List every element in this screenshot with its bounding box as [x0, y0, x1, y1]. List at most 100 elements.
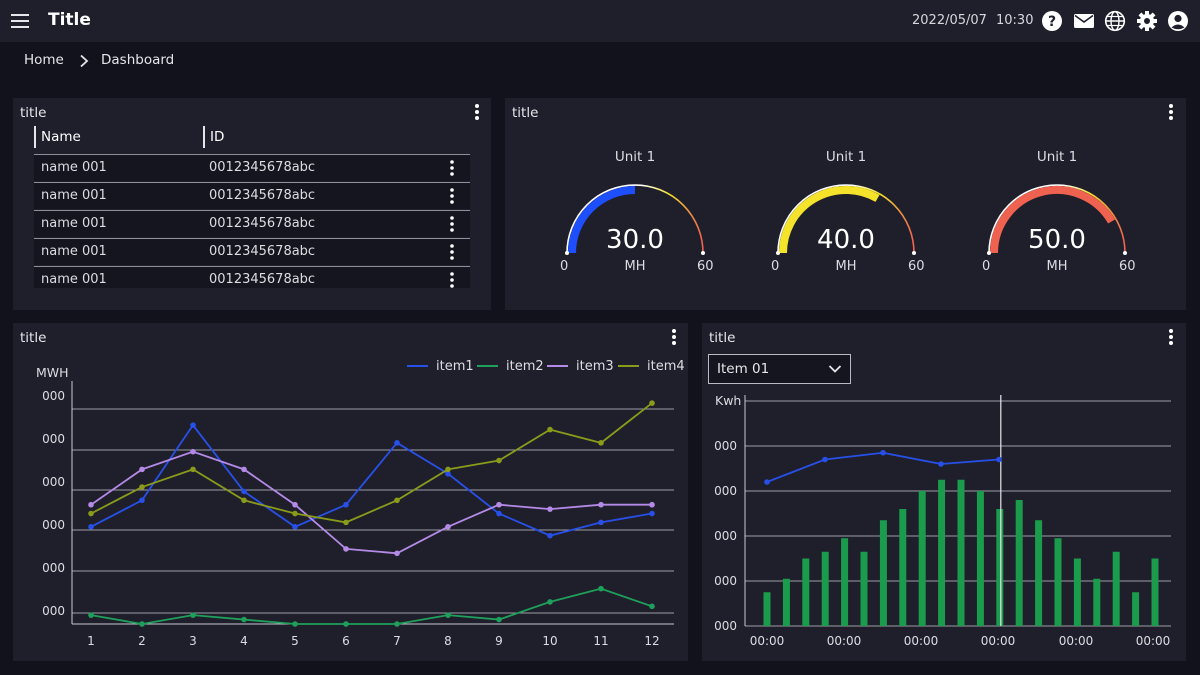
data-point — [190, 448, 196, 455]
data-point — [598, 585, 604, 592]
data-point — [598, 501, 604, 508]
table-row[interactable]: name 001 0012345678abc — [34, 238, 470, 265]
data-point — [139, 497, 145, 504]
more-vert-icon[interactable] — [1166, 102, 1176, 122]
data-point — [139, 484, 145, 490]
data-point — [241, 466, 247, 473]
menu-icon[interactable] — [10, 11, 30, 31]
bar — [957, 479, 965, 626]
gauge-track — [988, 184, 1126, 254]
data-point — [880, 449, 886, 456]
data-point — [394, 621, 400, 627]
row-more-icon[interactable] — [448, 215, 456, 233]
gauge-dial — [565, 184, 705, 255]
chevron-down-icon — [828, 365, 842, 373]
y-tick-label: 000 — [42, 389, 65, 403]
gauge-value-arc — [568, 186, 636, 254]
x-tick-label: 10 — [542, 634, 557, 648]
column-header-id[interactable]: ID — [210, 129, 225, 145]
data-point — [445, 466, 451, 473]
column-header-name[interactable]: Name — [41, 129, 81, 145]
panel-title: title — [20, 105, 47, 121]
x-tick-label: 00:00 — [904, 634, 939, 648]
data-point — [547, 532, 553, 539]
cell-name: name 001 — [41, 188, 107, 203]
gauge-track — [566, 184, 704, 254]
mail-icon[interactable] — [1073, 10, 1095, 32]
bar — [1132, 592, 1140, 626]
bar — [763, 592, 771, 626]
x-tick-label: 00:00 — [750, 634, 785, 648]
gauge-value-arc — [779, 186, 880, 254]
gauge-max-dot — [1123, 251, 1127, 255]
help-icon[interactable]: ? — [1041, 10, 1063, 32]
bar — [938, 479, 946, 626]
table-row[interactable]: name 001 0012345678abc — [34, 210, 470, 237]
bar — [821, 551, 829, 626]
bar — [841, 538, 849, 626]
row-more-icon[interactable] — [448, 243, 456, 261]
more-vert-icon[interactable] — [1166, 327, 1176, 347]
more-vert-icon[interactable] — [472, 102, 482, 122]
bar — [860, 551, 868, 626]
data-point — [88, 501, 94, 508]
series-line-item3 — [90, 450, 652, 555]
data-point — [496, 510, 502, 517]
data-point — [292, 621, 298, 627]
account-icon[interactable] — [1167, 10, 1189, 32]
column-divider — [203, 126, 205, 148]
bar-chart: Kwh 000 000 000 000 000 00:00 00:00 00:00 00:00 0… — [714, 393, 1171, 648]
bar — [782, 578, 790, 626]
data-point — [394, 440, 400, 446]
data-point — [547, 506, 553, 512]
breadcrumb-home-link[interactable]: Home — [24, 52, 64, 68]
table-row[interactable]: name 001 0012345678abc — [34, 182, 470, 209]
data-point — [496, 616, 502, 623]
row-more-icon[interactable] — [448, 271, 456, 288]
gauge-min-dot — [987, 251, 991, 255]
table-row[interactable]: name 001 0012345678abc — [34, 154, 470, 181]
gauge-max-label: 60 — [697, 259, 714, 274]
gauge-dial — [987, 184, 1127, 255]
cell-id: 0012345678abc — [209, 216, 316, 231]
data-point — [598, 519, 604, 526]
select-value: Item 01 — [717, 361, 770, 377]
table-row[interactable]: name 001 0012345678abc — [34, 266, 470, 288]
data-point — [241, 616, 247, 623]
cell-name: name 001 — [41, 160, 107, 175]
data-point — [598, 440, 604, 446]
gauge-uom: MH — [624, 259, 646, 274]
x-tick-label: 00:00 — [1059, 634, 1094, 648]
data-point — [88, 612, 94, 618]
gauge: Unit 1 30.0 MH 0 60 — [555, 149, 715, 299]
panel-title: title — [709, 330, 736, 346]
data-point — [88, 524, 94, 530]
y-tick-label: 000 — [42, 561, 65, 575]
x-tick-label: 7 — [393, 634, 401, 648]
y-axis-label: Kwh — [715, 393, 741, 408]
x-tick-label: 00:00 — [827, 634, 862, 648]
data-point — [343, 546, 349, 552]
row-more-icon[interactable] — [448, 159, 456, 177]
data-point — [343, 519, 349, 526]
row-more-icon[interactable] — [448, 187, 456, 205]
data-point — [292, 501, 298, 508]
gear-icon[interactable] — [1136, 10, 1158, 32]
globe-icon[interactable] — [1104, 10, 1126, 32]
panel-title: title — [512, 105, 539, 121]
legend-label: item1 — [436, 359, 474, 374]
gauge-value-arc — [990, 186, 1116, 254]
data-point — [496, 457, 502, 464]
bar — [1073, 558, 1081, 626]
more-vert-icon[interactable] — [669, 327, 679, 347]
gauge-value: 50.0 — [1028, 225, 1086, 255]
gauge-uom: MH — [1046, 259, 1068, 274]
chevron-right-icon — [80, 54, 89, 68]
x-tick-label: 2 — [138, 634, 146, 648]
app-title: Title — [48, 10, 91, 30]
overlay-line — [766, 451, 1000, 483]
data-point — [343, 501, 349, 508]
bar — [1035, 520, 1043, 626]
item-select[interactable]: Item 01 — [708, 354, 851, 384]
